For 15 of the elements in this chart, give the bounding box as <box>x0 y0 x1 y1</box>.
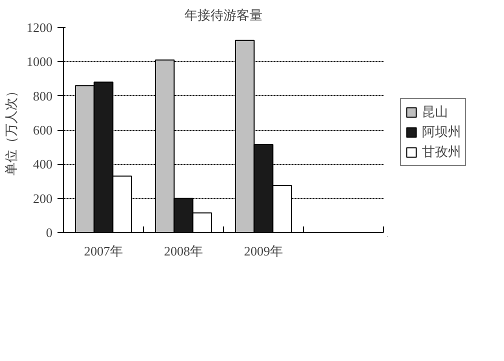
x-tick-label: 2007年 <box>84 244 123 258</box>
legend-label: 甘孜州 <box>422 142 461 160</box>
x-tick-label: 2008年 <box>164 244 203 258</box>
chart-title: 年接待游客量 <box>184 8 262 22</box>
y-tick-label: 1000 <box>26 54 52 70</box>
y-tick-label: 200 <box>33 190 52 206</box>
y-tick-label: 600 <box>33 122 52 138</box>
y-tick-label: 800 <box>33 88 52 104</box>
y-axis-title: 单位（万人次） <box>4 84 18 176</box>
y-tick-label: 400 <box>33 156 52 172</box>
x-tick-label: 2009年 <box>244 244 283 258</box>
legend-label: 昆山 <box>422 102 448 120</box>
y-tick-label: 1200 <box>26 20 52 35</box>
legend-label: 阿坝州 <box>422 122 461 140</box>
y-tick-label: 0 <box>46 225 52 240</box>
